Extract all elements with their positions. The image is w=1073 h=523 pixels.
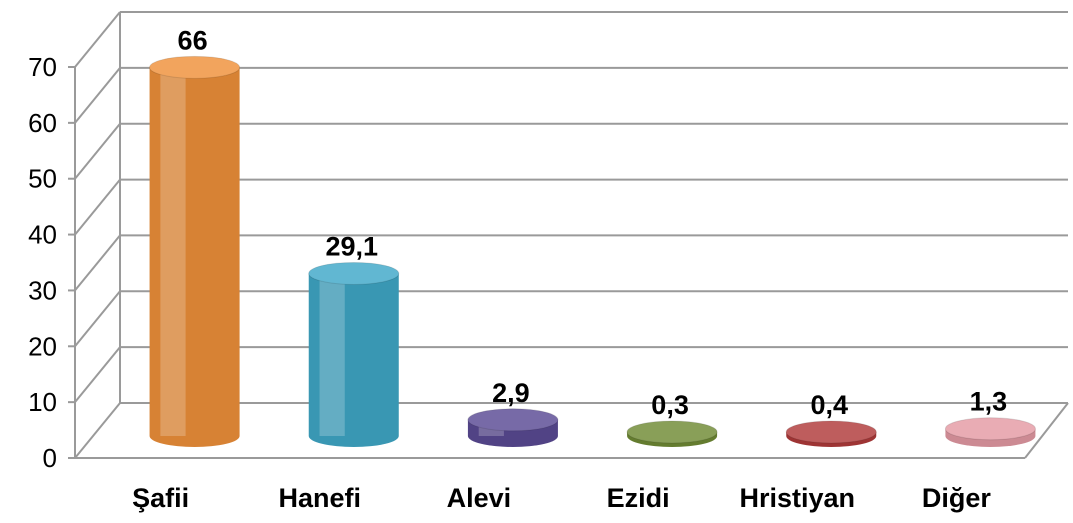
bar-top-sheen <box>786 421 877 443</box>
bar-top <box>308 261 400 285</box>
gridline-side <box>74 290 121 347</box>
bar-top-sheen <box>308 262 399 285</box>
bar-shade <box>308 273 399 447</box>
floor-right-edge <box>1024 402 1069 459</box>
bar-highlight <box>160 67 186 436</box>
bar-top-sheen <box>149 56 240 79</box>
bar <box>944 417 1036 447</box>
bar-top-sheen <box>945 417 1036 440</box>
bar <box>308 261 400 447</box>
data-label: 0,4 <box>810 390 848 420</box>
bar-top <box>149 55 241 79</box>
y-tick-label: 70 <box>28 52 57 82</box>
data-label: 1,3 <box>970 387 1008 417</box>
bar-top <box>944 417 1036 441</box>
x-category-label: Diğer <box>922 483 992 513</box>
y-tick-label: 20 <box>28 331 57 361</box>
data-label: 29,1 <box>325 231 378 261</box>
data-label: 0,3 <box>651 390 689 420</box>
gridline-side <box>74 123 121 180</box>
chart-frame <box>74 12 1069 459</box>
bar-shade <box>149 67 240 447</box>
gridline-side <box>74 178 121 236</box>
gridline-side <box>74 234 121 292</box>
bar-top <box>785 420 877 444</box>
x-axis-categories: Şafii Hanefi Alevi Ezidi Hristiyan Diğer <box>132 483 991 513</box>
bar <box>626 420 718 447</box>
x-category-label: Hanefi <box>278 483 361 513</box>
y-tick-label: 30 <box>28 275 57 305</box>
bar-top-sheen <box>627 421 718 443</box>
x-category-label: Alevi <box>447 483 512 513</box>
data-labels: 66 29,1 2,9 0,3 0,4 1,3 <box>178 25 1008 420</box>
y-tick-label: 60 <box>28 108 57 138</box>
bar <box>785 420 877 447</box>
y-tick-label: 50 <box>28 164 57 194</box>
data-label: 2,9 <box>492 378 530 408</box>
y-tick-label: 10 <box>28 387 57 417</box>
bar <box>467 408 559 447</box>
gridline-side <box>74 346 121 403</box>
bar <box>149 55 241 447</box>
bar-top <box>626 420 718 444</box>
y-tick-label: 0 <box>43 443 57 473</box>
x-category-label: Şafii <box>132 483 189 513</box>
bar-top-sheen <box>467 408 558 431</box>
bar-highlight <box>319 273 345 436</box>
y-axis-ticks: 0 10 20 30 40 50 60 70 <box>28 52 57 473</box>
data-label: 66 <box>178 25 208 55</box>
gridlines <box>68 11 1068 459</box>
gridline-side <box>74 67 121 124</box>
y-tick-label: 40 <box>28 220 57 250</box>
bar-top <box>467 408 559 432</box>
x-category-label: Hristiyan <box>739 483 855 513</box>
bars <box>149 55 1036 447</box>
gridline-side <box>74 402 121 459</box>
gridline-side <box>74 11 121 68</box>
x-category-label: Ezidi <box>607 483 670 513</box>
